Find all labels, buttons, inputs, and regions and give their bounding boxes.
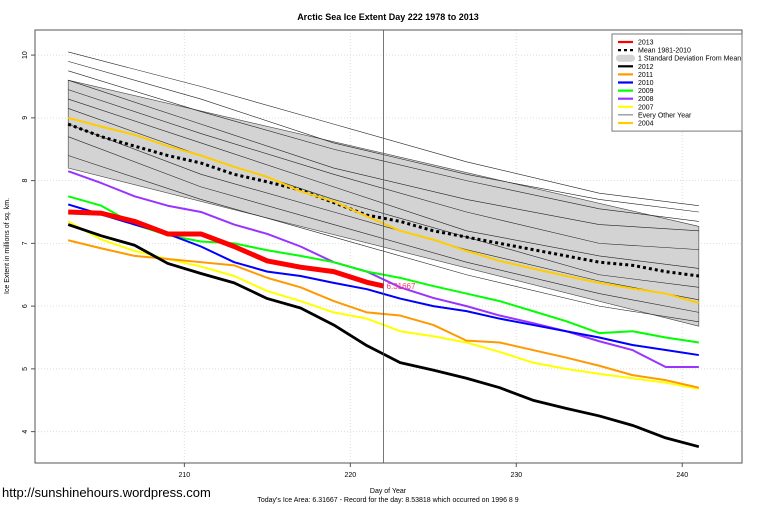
- series-line-every-other-year: [68, 70, 699, 222]
- y-tick-label: 4: [22, 430, 29, 434]
- series-line-every-other-year: [68, 79, 699, 232]
- series-line-mean-1981-2010: [67, 122, 700, 278]
- series-line-every-other-year: [68, 98, 699, 269]
- series-line-every-other-year: [68, 89, 699, 250]
- chart-title: Arctic Sea Ice Extent Day 222 1978 to 20…: [297, 12, 479, 22]
- legend-label: Mean 1981-2010: [638, 48, 691, 55]
- x-axis-label: Day of Year: [370, 488, 407, 495]
- series-line-2013: [68, 209, 385, 289]
- legend-label: 2012: [638, 64, 654, 71]
- series-line-every-other-year: [68, 61, 699, 213]
- y-tick-label: 7: [22, 241, 29, 245]
- legend-label: 2013: [638, 40, 654, 47]
- y-axis-label: Ice Extent in millions of sq. km.: [4, 198, 11, 294]
- annotation-label: 6.31667: [387, 282, 416, 291]
- y-tick-label: 10: [22, 51, 29, 59]
- y-tick-label: 9: [22, 116, 29, 120]
- legend-label: 2004: [638, 121, 654, 128]
- x-tick-label: 220: [344, 472, 356, 479]
- legend-swatch: [616, 54, 635, 62]
- axes-frame: [34, 29, 743, 464]
- y-tick-label: 6: [22, 304, 29, 308]
- y-tick-label: 5: [22, 367, 29, 371]
- series-line-every-other-year: [68, 155, 699, 323]
- x-tick-label: 230: [510, 472, 522, 479]
- x-tick-label: 210: [179, 472, 191, 479]
- legend-box: [611, 33, 743, 132]
- chart-subtitle: Today's Ice Area: 6.31667 - Record for t…: [257, 497, 518, 504]
- series-line-every-other-year: [68, 51, 699, 207]
- legend-label: 2007: [638, 104, 654, 111]
- legend-label: 2011: [638, 72, 653, 79]
- legend-label: 2009: [638, 88, 654, 95]
- watermark: http://sunshinehours.wordpress.com: [2, 485, 211, 500]
- plot-area: 6.31667 210 220 230 240 4 5 6 7 8 9 10: [22, 29, 743, 479]
- legend-label: 1 Standard Deviation From Mean: [638, 56, 741, 63]
- y-tick-label: 8: [22, 179, 29, 183]
- series-line-every-other-year: [68, 108, 699, 288]
- legend-label: 2008: [638, 96, 654, 103]
- legend-label: 2010: [638, 80, 654, 87]
- series-line-every-other-year: [68, 136, 699, 313]
- legend-label: Every Other Year: [638, 112, 692, 119]
- x-tick-label: 240: [676, 472, 688, 479]
